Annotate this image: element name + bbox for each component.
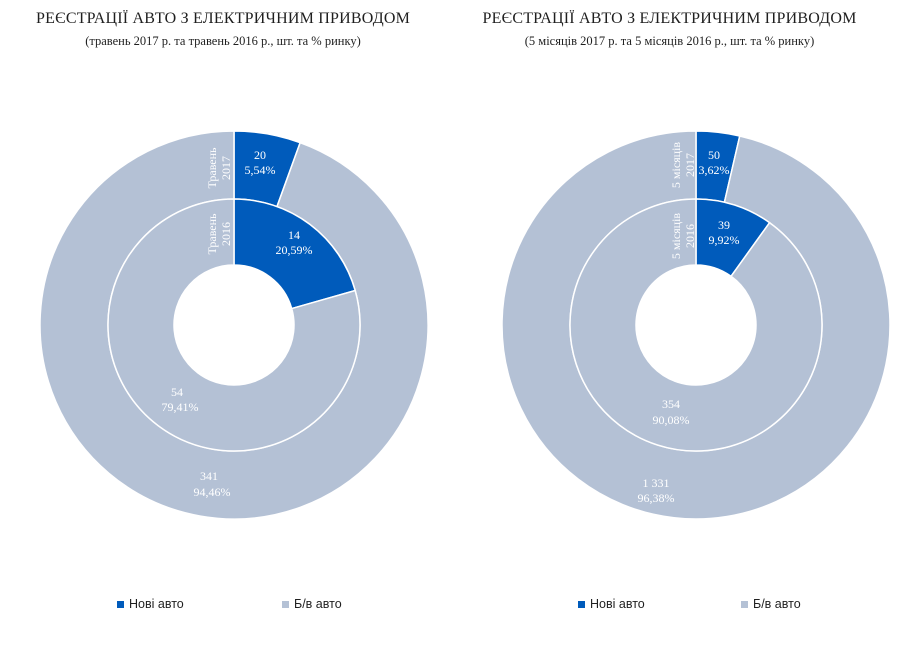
ring-0-series-name-line-0: Травень [205, 147, 219, 189]
chart-panel-may: РЕЄСТРАЦІЇ АВТО З ЕЛЕКТРИЧНИМ ПРИВОДОМ (… [36, 10, 429, 611]
ring-0-data-label-0-1: 5,54% [245, 163, 276, 177]
chart-subtitle: (травень 2017 р. та травень 2016 р., шт.… [85, 34, 361, 48]
legend-label-used: Б/в авто [753, 597, 801, 611]
ring-0-series-name: 5 місяців 2017 [669, 142, 697, 189]
legend-label-used: Б/в авто [294, 597, 342, 611]
legend-swatch-used [282, 600, 289, 608]
ring-1-series-name-line-1: 2016 [219, 222, 233, 246]
ring-1-data-label-0-1: 9,92% [709, 233, 740, 247]
ring-0-series-name: Травень 2017 [205, 147, 233, 189]
ring-1-data-label-0-0: 14 [288, 228, 300, 242]
ring-0-series-name-line-1: 2017 [683, 153, 697, 177]
ring-0-data-label-1-1: 96,38% [638, 491, 675, 505]
ring-1-data-label-1-1: 90,08% [653, 413, 690, 427]
ring-0-segment-1 [501, 130, 891, 520]
ring-0-series-name-line-0: 5 місяців [669, 142, 683, 189]
ring-0-data-label-0-1: 3,62% [699, 163, 730, 177]
legend-label-new: Нові авто [129, 597, 184, 611]
legend-item-used: Б/в авто [282, 597, 342, 611]
ring-1-data-label-0-1: 20,59% [276, 243, 313, 257]
ring-0-data-label-1-0: 1 331 [643, 476, 670, 490]
ring-1-series-name: Травень 2016 [205, 213, 233, 255]
ring-1-data-label-1-0: 54 [171, 385, 183, 399]
chart-title: РЕЄСТРАЦІЇ АВТО З ЕЛЕКТРИЧНИМ ПРИВОДОМ [36, 10, 410, 27]
legend-swatch-used [741, 600, 748, 608]
chart-panel-5-months: РЕЄСТРАЦІЇ АВТО З ЕЛЕКТРИЧНИМ ПРИВОДОМ (… [460, 0, 919, 661]
ring-0-data-label-1-1: 94,46% [194, 485, 231, 499]
ring-0-data-label-0-0: 20 [254, 148, 266, 162]
legend-swatch-new [117, 600, 124, 608]
ring-1-series-name-line-0: 5 місяців [669, 213, 683, 260]
ring-1-data-label-0-0: 39 [718, 218, 730, 232]
ring-1-series-name-line-0: Травень [205, 213, 219, 255]
ring-1-series-name-line-1: 2016 [683, 224, 697, 248]
chart-subtitle: (5 місяців 2017 р. та 5 місяців 2016 р.,… [524, 34, 815, 48]
ring-0-data-label-0-0: 50 [708, 148, 720, 162]
legend-item-new: Нові авто [117, 597, 184, 611]
ring-0-data-label-1-0: 341 [200, 469, 218, 483]
ring-1-data-label-1-1: 79,41% [162, 400, 199, 414]
legend-item-new: Нові авто [578, 597, 645, 611]
chart-title: РЕЄСТРАЦІЇ АВТО З ЕЛЕКТРИЧНИМ ПРИВОДОМ [482, 10, 857, 27]
ring-0-series-name-line-1: 2017 [219, 156, 233, 180]
ring-0-segment-1 [39, 130, 429, 520]
ring-1-data-label-1-0: 354 [662, 397, 680, 411]
ring-1-segment-1 [107, 198, 361, 452]
legend-item-used: Б/в авто [741, 597, 801, 611]
legend-label-new: Нові авто [590, 597, 645, 611]
ring-1-series-name: 5 місяців 2016 [669, 213, 697, 260]
legend-swatch-new [578, 600, 585, 608]
ring-1-segment-1 [569, 198, 823, 452]
ring-1-segment-0 [233, 198, 357, 310]
